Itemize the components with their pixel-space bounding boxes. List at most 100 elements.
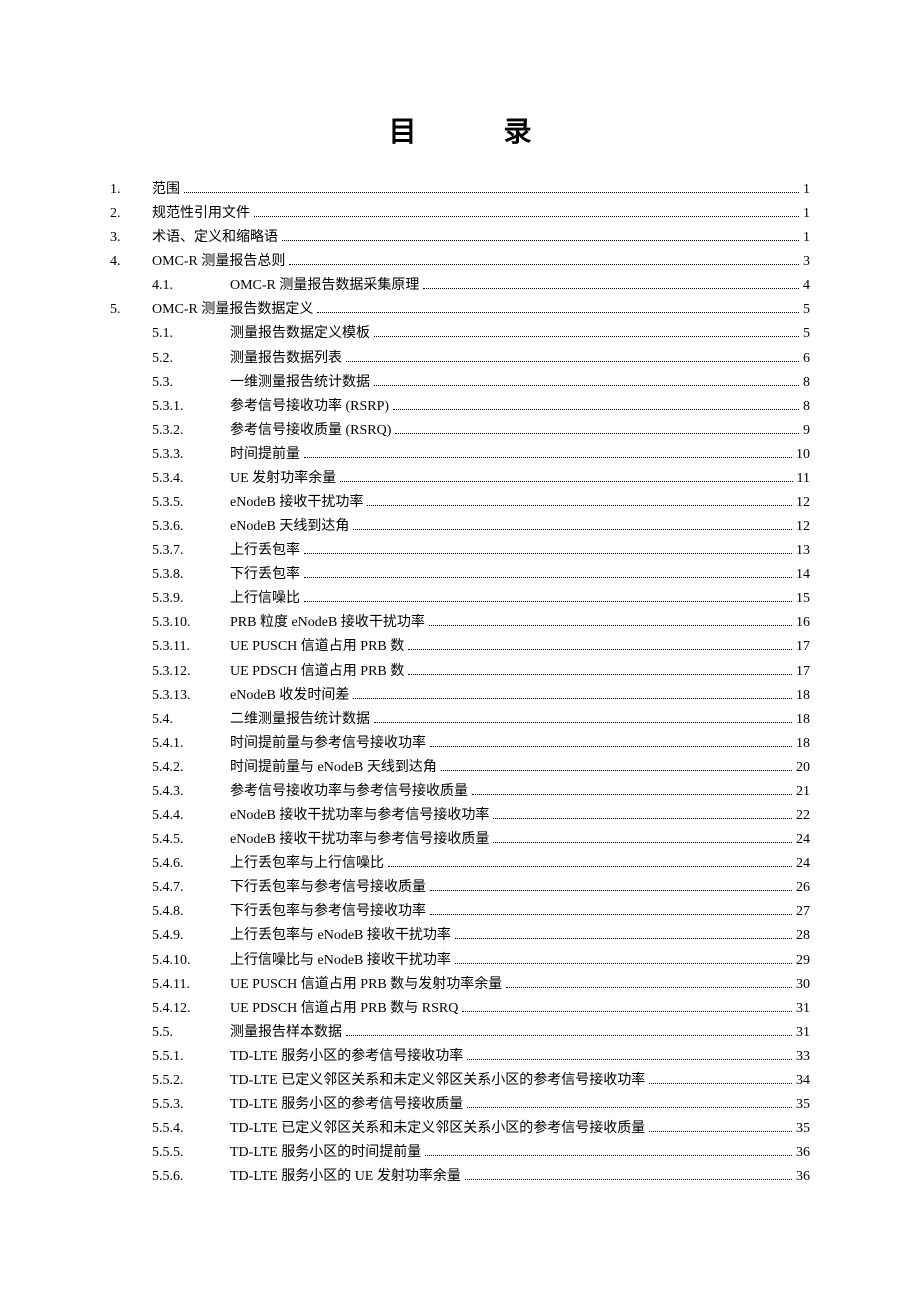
toc-entry-text: 时间提前量 (230, 443, 300, 467)
toc-dot-leader (467, 1094, 792, 1108)
toc-dot-leader (367, 492, 792, 506)
toc-entry-page: 35 (796, 1117, 810, 1141)
toc-entry-number: 5.3.7. (152, 539, 230, 563)
toc-entry[interactable]: 5.4.9.上行丢包率与 eNodeB 接收干扰功率 28 (110, 924, 810, 948)
toc-entry-number: 5.4.5. (152, 828, 230, 852)
toc-entry-number: 5.5. (152, 1021, 230, 1045)
toc-entry[interactable]: 5.5.3.TD-LTE 服务小区的参考信号接收质量35 (110, 1093, 810, 1117)
toc-entry-number: 5.3. (152, 371, 230, 395)
toc-entry[interactable]: 5.4.二维测量报告统计数据18 (110, 708, 810, 732)
toc-entry[interactable]: 5.OMC-R 测量报告数据定义 5 (110, 298, 810, 322)
toc-dot-leader (465, 1167, 792, 1181)
toc-entry-text: UE PDSCH 信道占用 PRB 数与 RSRQ (230, 997, 458, 1021)
toc-entry-number: 5.4.3. (152, 780, 230, 804)
toc-entry[interactable]: 5.4.12.UE PDSCH 信道占用 PRB 数与 RSRQ 31 (110, 997, 810, 1021)
toc-entry-text: 范围 (152, 178, 180, 202)
toc-entry[interactable]: 5.4.7.下行丢包率与参考信号接收质量26 (110, 876, 810, 900)
toc-entry-page: 4 (803, 274, 810, 298)
toc-entry[interactable]: 5.4.3.参考信号接收功率与参考信号接收质量21 (110, 780, 810, 804)
toc-entry[interactable]: 3.术语、定义和缩略语1 (110, 226, 810, 250)
toc-entry[interactable]: 5.4.4.eNodeB 接收干扰功率与参考信号接收功率 22 (110, 804, 810, 828)
toc-entry-text: eNodeB 接收干扰功率与参考信号接收功率 (230, 804, 489, 828)
toc-dot-leader (430, 878, 792, 892)
toc-entry[interactable]: 1.范围1 (110, 178, 810, 202)
document-page: 目 录 1.范围12.规范性引用文件13.术语、定义和缩略语14.OMC-R 测… (0, 0, 920, 1302)
toc-entry[interactable]: 5.3.7.上行丢包率13 (110, 539, 810, 563)
toc-entry[interactable]: 5.4.8.下行丢包率与参考信号接收功率 27 (110, 900, 810, 924)
toc-entry[interactable]: 5.3.1.参考信号接收功率 (RSRP)8 (110, 395, 810, 419)
toc-entry-page: 10 (796, 443, 810, 467)
toc-entry[interactable]: 5.3.一维测量报告统计数据8 (110, 371, 810, 395)
toc-entry-text: 测量报告数据列表 (230, 347, 342, 371)
toc-dot-leader (393, 396, 799, 410)
toc-dot-leader (254, 203, 799, 217)
toc-entry[interactable]: 5.5.1.TD-LTE 服务小区的参考信号接收功率33 (110, 1045, 810, 1069)
toc-entry[interactable]: 5.5.6.TD-LTE 服务小区的 UE 发射功率余量 36 (110, 1165, 810, 1189)
toc-entry-text: 时间提前量与 eNodeB 天线到达角 (230, 756, 437, 780)
toc-entry[interactable]: 5.5.4.TD-LTE 已定义邻区关系和未定义邻区关系小区的参考信号接收质量 3… (110, 1117, 810, 1141)
toc-entry-text: 上行丢包率与 eNodeB 接收干扰功率 (230, 924, 451, 948)
toc-dot-leader (429, 613, 792, 627)
toc-entry-number: 5.4.12. (152, 997, 230, 1021)
toc-entry-page: 27 (796, 900, 810, 924)
toc-entry[interactable]: 5.4.1.时间提前量与参考信号接收功率18 (110, 732, 810, 756)
toc-entry[interactable]: 5.4.6.上行丢包率与上行信噪比24 (110, 852, 810, 876)
toc-entry-text: 上行丢包率 (230, 539, 300, 563)
toc-entry[interactable]: 5.2.测量报告数据列表6 (110, 347, 810, 371)
toc-entry[interactable]: 5.4.2.时间提前量与 eNodeB 天线到达角 20 (110, 756, 810, 780)
toc-entry-page: 36 (796, 1165, 810, 1189)
toc-entry[interactable]: 2.规范性引用文件1 (110, 202, 810, 226)
toc-entry[interactable]: 5.4.11.UE PUSCH 信道占用 PRB 数与发射功率余量30 (110, 973, 810, 997)
toc-dot-leader (455, 926, 792, 940)
toc-entry[interactable]: 5.5.2.TD-LTE 已定义邻区关系和未定义邻区关系小区的参考信号接收功率3… (110, 1069, 810, 1093)
toc-entry-page: 17 (796, 635, 810, 659)
toc-entry-page: 12 (796, 515, 810, 539)
toc-entry[interactable]: 4.1.OMC-R 测量报告数据采集原理 4 (110, 274, 810, 298)
toc-entry-page: 29 (796, 949, 810, 973)
toc-dot-leader (340, 468, 792, 482)
toc-entry[interactable]: 5.3.5.eNodeB 接收干扰功率 12 (110, 491, 810, 515)
toc-entry-number: 1. (110, 178, 152, 202)
toc-entry-number: 5.4.11. (152, 973, 230, 997)
toc-entry-text: TD-LTE 已定义邻区关系和未定义邻区关系小区的参考信号接收质量 (230, 1117, 645, 1141)
toc-entry[interactable]: 4.OMC-R 测量报告总则 3 (110, 250, 810, 274)
toc-entry-number: 5.3.13. (152, 684, 230, 708)
toc-entry-page: 14 (796, 563, 810, 587)
toc-entry-page: 33 (796, 1045, 810, 1069)
toc-dot-leader (441, 757, 792, 771)
toc-entry-number: 5.4.6. (152, 852, 230, 876)
toc-entry[interactable]: 5.3.12.UE PDSCH 信道占用 PRB 数17 (110, 660, 810, 684)
toc-entry-number: 5.3.10. (152, 611, 230, 635)
toc-entry-text: UE 发射功率余量 (230, 467, 336, 491)
toc-dot-leader (388, 854, 792, 868)
toc-entry[interactable]: 5.3.10.PRB 粒度 eNodeB 接收干扰功率16 (110, 611, 810, 635)
toc-entry-number: 4. (110, 250, 152, 274)
toc-entry[interactable]: 5.3.4.UE 发射功率余量 11 (110, 467, 810, 491)
toc-entry[interactable]: 5.1.测量报告数据定义模板5 (110, 322, 810, 346)
toc-entry-page: 17 (796, 660, 810, 684)
toc-entry-number: 5.5.4. (152, 1117, 230, 1141)
toc-entry[interactable]: 5.5.5.TD-LTE 服务小区的时间提前量36 (110, 1141, 810, 1165)
toc-entry[interactable]: 5.4.10.上行信噪比与 eNodeB 接收干扰功率 29 (110, 949, 810, 973)
toc-entry[interactable]: 5.5.测量报告样本数据31 (110, 1021, 810, 1045)
toc-entry[interactable]: 5.3.2.参考信号接收质量 (RSRQ) 9 (110, 419, 810, 443)
toc-entry[interactable]: 5.3.11.UE PUSCH 信道占用 PRB 数17 (110, 635, 810, 659)
toc-entry[interactable]: 5.3.3.时间提前量10 (110, 443, 810, 467)
toc-entry[interactable]: 5.3.13.eNodeB 收发时间差 18 (110, 684, 810, 708)
toc-entry[interactable]: 5.4.5.eNodeB 接收干扰功率与参考信号接收质量 24 (110, 828, 810, 852)
toc-entry-number: 5.4.8. (152, 900, 230, 924)
toc-entry[interactable]: 5.3.9.上行信噪比15 (110, 587, 810, 611)
toc-entry[interactable]: 5.3.6.eNodeB 天线到达角 12 (110, 515, 810, 539)
toc-entry-page: 18 (796, 684, 810, 708)
toc-entry-text: OMC-R 测量报告数据定义 (152, 298, 313, 322)
toc-entry-page: 12 (796, 491, 810, 515)
toc-entry-page: 21 (796, 780, 810, 804)
toc-entry-number: 5.3.8. (152, 563, 230, 587)
toc-entry-page: 20 (796, 756, 810, 780)
toc-entry-text: 下行丢包率与参考信号接收功率 (230, 900, 426, 924)
toc-entry-number: 5.1. (152, 322, 230, 346)
toc-dot-leader (282, 228, 799, 242)
toc-dot-leader (374, 709, 792, 723)
toc-dot-leader (395, 420, 799, 434)
toc-entry[interactable]: 5.3.8.下行丢包率14 (110, 563, 810, 587)
